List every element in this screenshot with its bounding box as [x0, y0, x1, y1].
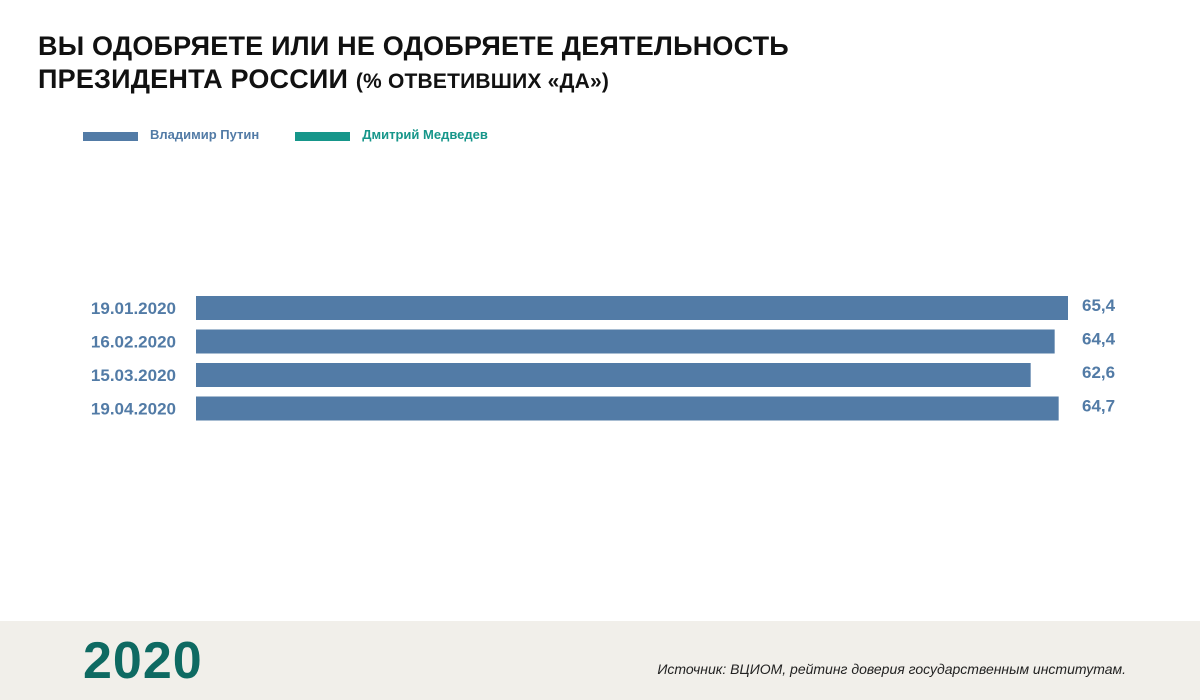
legend-swatch-medvedev — [295, 132, 351, 141]
title-line-1: ВЫ ОДОБРЯЕТЕ ИЛИ НЕ ОДОБРЯЕТЕ ДЕЯТЕЛЬНОС… — [38, 31, 789, 61]
source-note: Источник: ВЦИОМ, рейтинг доверия государ… — [657, 661, 1126, 677]
category-label: 19.04.2020 — [91, 400, 176, 419]
legend-item-putin: Владимир Путин — [83, 127, 259, 142]
footer: 2020 Источник: ВЦИОМ, рейтинг доверия го… — [0, 621, 1200, 700]
category-label: 15.03.2020 — [91, 366, 176, 385]
category-label: 16.02.2020 — [91, 333, 176, 352]
legend-item-medvedev: Дмитрий Медведев — [295, 127, 488, 142]
value-label: 64,7 — [1082, 397, 1115, 416]
title-line-2-main: ПРЕЗИДЕНТА РОССИИ — [38, 64, 349, 94]
value-label: 62,6 — [1082, 363, 1115, 382]
chart-title: ВЫ ОДОБРЯЕТЕ ИЛИ НЕ ОДОБРЯЕТЕ ДЕЯТЕЛЬНОС… — [38, 30, 789, 98]
value-label: 64,4 — [1082, 330, 1116, 349]
legend-label-medvedev: Дмитрий Медведев — [362, 127, 488, 142]
year-label: 2020 — [83, 632, 203, 690]
bar — [196, 363, 1031, 387]
bar — [196, 329, 1055, 354]
value-label: 65,4 — [1082, 296, 1116, 315]
legend-swatch-putin — [83, 132, 138, 141]
category-label: 19.01.2020 — [91, 299, 176, 318]
title-line-2: ПРЕЗИДЕНТА РОССИИ (% ОТВЕТИВШИХ «ДА») — [38, 63, 789, 98]
legend: Владимир Путин Дмитрий Медведев — [83, 127, 524, 142]
bar — [196, 296, 1068, 320]
bar — [196, 396, 1059, 421]
legend-label-putin: Владимир Путин — [150, 127, 260, 142]
bar-chart: 19.01.2020 65,4 16.02.2020 64,4 15.03.2020 62… — [91, 296, 1116, 421]
title-line-2-paren: (% ОТВЕТИВШИХ «ДА») — [355, 70, 610, 93]
